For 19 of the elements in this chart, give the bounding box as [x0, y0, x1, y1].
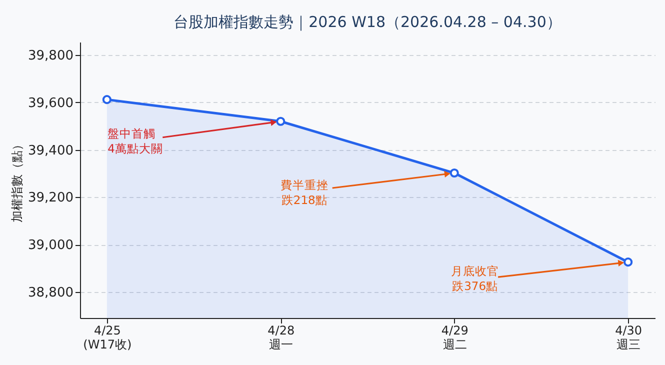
annotation: 費半重挫跌218點 [280, 178, 328, 208]
point [276, 116, 286, 126]
y-axis-title: 加權指數（點） [10, 138, 24, 222]
y-tick-label: 39,000 [28, 238, 74, 254]
y-tick-label: 39,800 [28, 48, 74, 64]
x-tick-label: 4/30 週三 [615, 324, 642, 352]
x-tick-label: 4/29 週二 [441, 324, 468, 352]
y-tick-label: 39,200 [28, 190, 74, 206]
annotation: 盤中首觸4萬點大關 [108, 126, 163, 156]
x-tick-label: 4/28 週一 [268, 324, 295, 352]
point [450, 168, 459, 178]
x-tick-label: 4/25 (W17收) [83, 324, 132, 352]
y-tick-label: 38,800 [28, 285, 74, 300]
point [102, 95, 112, 104]
chart-title: 台股加權指數走勢｜2026 W18（2026.04.28 – 04.30） [174, 13, 562, 31]
y-tick-label: 39,600 [28, 96, 74, 111]
annotation: 月底收官跌376點 [451, 264, 500, 294]
y-tick-label: 39,400 [28, 143, 74, 158]
point [624, 258, 633, 267]
